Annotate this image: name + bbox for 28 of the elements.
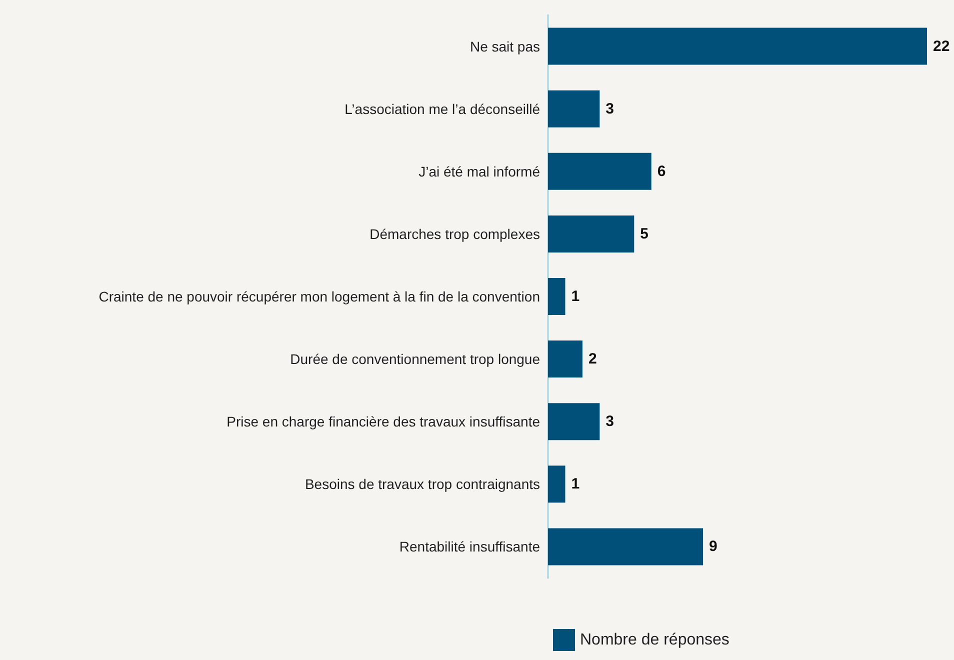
y-tick-label: L’association me l’a déconseillé	[344, 100, 540, 117]
data-label: 3	[606, 413, 614, 430]
bar	[548, 278, 566, 315]
bar	[548, 528, 704, 566]
legend-label: Nombre de réponses	[580, 632, 730, 648]
data-label: 22	[933, 38, 950, 55]
y-tick-label: Rentabilité insuffisante	[399, 538, 540, 555]
bar	[548, 90, 600, 128]
data-label: 9	[709, 538, 718, 556]
data-label: 1	[571, 476, 580, 493]
y-tick-label: Durée de conventionnement trop longue	[290, 351, 540, 368]
y-tick-label: Démarches trop complexes	[370, 226, 540, 242]
data-label: 5	[640, 225, 648, 242]
bar	[548, 215, 634, 252]
bar	[548, 340, 582, 378]
data-label: 1	[571, 288, 580, 305]
y-tick-label: Ne sait pas	[470, 38, 540, 54]
bar	[548, 466, 566, 503]
y-tick-label: Besoins de travaux trop contraignants	[304, 476, 540, 492]
y-tick-label: Crainte de ne pouvoir récupérer mon logement à la fin de la convention	[98, 288, 540, 304]
bar	[548, 28, 927, 65]
data-label: 6	[657, 162, 666, 180]
y-tick-label: J’ai été mal informé	[418, 163, 540, 180]
bar	[548, 152, 652, 190]
bar	[548, 403, 600, 440]
data-label: 3	[606, 100, 614, 118]
y-tick-label: Prise en charge financière des travaux insuffisante	[226, 414, 540, 430]
data-label: 2	[588, 350, 597, 368]
